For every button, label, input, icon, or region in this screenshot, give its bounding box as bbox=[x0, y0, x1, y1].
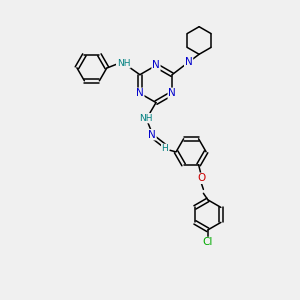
Text: N: N bbox=[148, 130, 156, 140]
Text: NH: NH bbox=[117, 59, 130, 68]
Text: N: N bbox=[152, 60, 160, 70]
Text: H: H bbox=[162, 144, 168, 153]
Text: N: N bbox=[185, 57, 193, 67]
Text: NH: NH bbox=[139, 114, 152, 123]
Text: O: O bbox=[197, 173, 205, 183]
Text: Cl: Cl bbox=[203, 238, 213, 248]
Text: N: N bbox=[168, 88, 176, 98]
Text: N: N bbox=[136, 88, 144, 98]
